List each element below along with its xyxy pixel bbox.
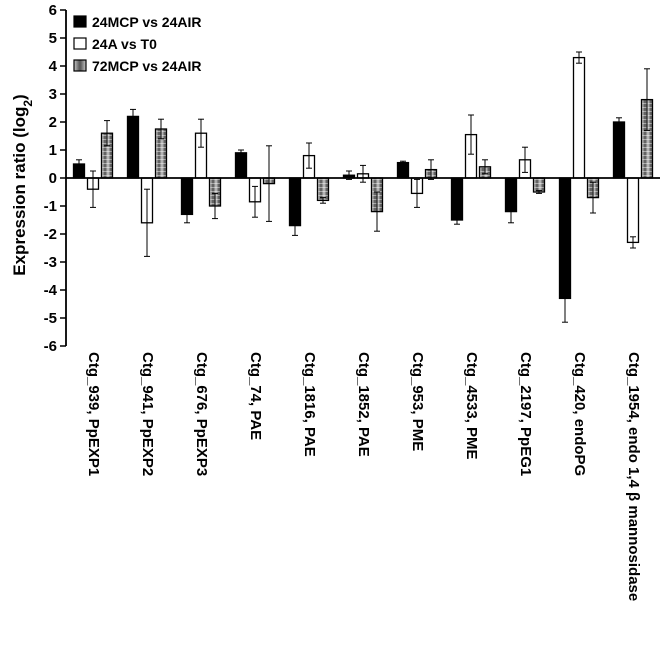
legend-item: 72MCP vs 24AIR: [73, 58, 201, 74]
error-bar: [562, 274, 568, 323]
y-tick-label: -4: [44, 282, 58, 299]
y-tick-label: -1: [44, 198, 57, 215]
error-bar: [536, 190, 542, 194]
error-bar: [468, 114, 474, 155]
y-tick-label: 3: [49, 86, 57, 103]
error-bar: [306, 142, 312, 169]
y-tick-label: 2: [49, 114, 57, 131]
bar-24a-vs-t0-9: [572, 56, 586, 179]
error-bar: [292, 215, 298, 236]
y-tick-label: 6: [49, 2, 57, 19]
bar-72mcp-vs-24air-8: [532, 177, 546, 193]
category-labels: Ctg_939, PpEXP1 Ctg_941, PpEXP2 Ctg_676, P…: [85, 352, 642, 601]
error-bar: [616, 117, 622, 127]
error-bar: [104, 120, 110, 147]
category-label: Ctg_2197, PpEG1: [517, 352, 534, 476]
y-tick-label: 5: [49, 30, 57, 47]
legend-swatch: [73, 37, 87, 50]
category-label: Ctg_4533, PME: [463, 352, 480, 460]
y-tick-label: 0: [49, 170, 57, 187]
error-bar: [266, 145, 272, 222]
error-bar: [454, 215, 460, 225]
error-bar: [400, 160, 406, 165]
y-tick-label: -3: [44, 254, 57, 271]
category-label: Ctg_939, PpEXP1: [85, 352, 102, 476]
error-bar: [144, 188, 150, 257]
error-bar: [158, 118, 164, 140]
bar-24mcp-vs-24air-6: [396, 161, 410, 179]
legend-swatch: [73, 15, 87, 28]
error-bar: [428, 159, 434, 180]
error-bar: [212, 192, 218, 220]
category-label: Ctg_74, PAE: [247, 352, 264, 440]
error-bar: [198, 118, 204, 148]
error-bar: [414, 178, 420, 208]
error-bar: [482, 159, 488, 175]
error-bar: [590, 181, 596, 214]
error-bar: [252, 185, 258, 218]
bar-72mcp-vs-24air-4: [316, 177, 330, 202]
error-bar: [184, 205, 190, 224]
y-axis-ticks: 6 5 4 3 2 1 0 -1 -2 -3 -4 -5 -6: [44, 2, 66, 355]
error-bar: [644, 68, 650, 131]
error-bar: [576, 51, 582, 64]
axes: [65, 10, 660, 346]
error-bar: [90, 170, 96, 208]
error-bar: [360, 164, 366, 183]
y-tick-label: -5: [44, 310, 57, 327]
error-bar: [522, 146, 528, 173]
error-bar: [130, 108, 136, 124]
error-bar: [630, 236, 636, 249]
error-bar: [374, 191, 380, 232]
bars: [72, 51, 654, 323]
legend-label: 72MCP vs 24AIR: [92, 58, 201, 74]
category-label: Ctg_1852, PAE: [355, 352, 372, 457]
legend: 24MCP vs 24AIR 24A vs T0 72MCP vs 24AIR: [73, 14, 201, 74]
bar-24mcp-vs-24air-7: [450, 177, 464, 221]
category-label: Ctg_1954, endo 1,4 β mannosidase: [625, 352, 642, 601]
category-label: Ctg_1816, PAE: [301, 352, 318, 457]
y-tick-label: -2: [44, 226, 57, 243]
bar-24mcp-vs-24air-10: [612, 121, 626, 179]
y-axis-label: Expression ratio (log2): [10, 94, 35, 275]
legend-swatch: [73, 59, 87, 72]
y-tick-label: -6: [44, 338, 57, 355]
bar-24mcp-vs-24air-3: [234, 152, 248, 179]
bar-24a-vs-t0-10: [626, 177, 640, 244]
error-bar: [238, 149, 244, 157]
error-bar: [508, 199, 514, 224]
error-bar: [320, 197, 326, 204]
legend-label: 24MCP vs 24AIR: [92, 14, 201, 30]
category-label: Ctg_941, PpEXP2: [139, 352, 156, 476]
error-bar: [76, 159, 82, 169]
category-label: Ctg_420, endoPG: [571, 352, 588, 476]
category-label: Ctg_676, PpEXP3: [193, 352, 210, 476]
legend-item: 24MCP vs 24AIR: [73, 14, 201, 30]
category-label: Ctg_953, PME: [409, 352, 426, 451]
legend-item: 24A vs T0: [73, 36, 157, 52]
bar-24mcp-vs-24air-1: [126, 115, 140, 179]
y-tick-label: 4: [49, 58, 58, 75]
y-tick-label: 1: [49, 142, 57, 159]
legend-label: 24A vs T0: [92, 36, 157, 52]
